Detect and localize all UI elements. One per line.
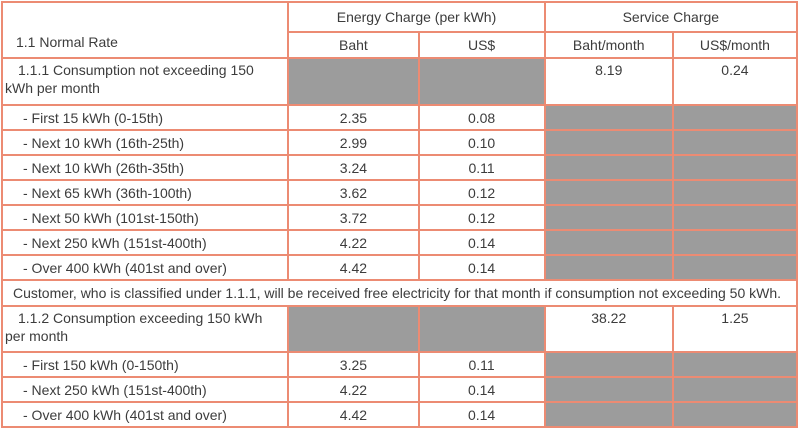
empty-cell	[543, 179, 674, 206]
empty-cell	[287, 57, 420, 106]
tier-row: - Next 10 kWh (16th-25th) 2.99 0.10	[0, 129, 799, 156]
table-title: 1.1 Normal Rate	[0, 1, 290, 59]
usd-value: 0.14	[417, 229, 546, 256]
row-label: 1.1.2 Consumption exceeding 150 kWh per …	[0, 305, 290, 353]
row-label: - Over 400 kWh (401st and over)	[0, 401, 290, 428]
row-label: - Next 10 kWh (16th-25th)	[0, 129, 290, 156]
usd-value: 0.08	[417, 104, 546, 131]
usd-month-value: 1.25	[671, 305, 799, 353]
row-label: - First 15 kWh (0-15th)	[0, 104, 290, 131]
tier-row: - Next 10 kWh (26th-35th) 3.24 0.11	[0, 154, 799, 181]
empty-cell	[287, 305, 420, 353]
usd-value: 0.12	[417, 179, 546, 206]
col-header-usd: US$	[417, 31, 546, 59]
row-label: - Next 250 kWh (151st-400th)	[0, 376, 290, 403]
tier-row: - Next 250 kWh (151st-400th) 4.22 0.14	[0, 229, 799, 256]
tier-row: - Over 400 kWh (401st and over) 4.42 0.1…	[0, 254, 799, 281]
usd-value: 0.14	[417, 376, 546, 403]
empty-cell	[543, 104, 674, 131]
usd-value: 0.14	[417, 401, 546, 428]
empty-cell	[671, 401, 799, 428]
empty-cell	[543, 254, 674, 281]
header-columns-row: Baht US$ Baht/month US$/month	[2, 31, 799, 59]
col-header-baht-month: Baht/month	[543, 31, 674, 59]
row-label: - Next 250 kWh (151st-400th)	[0, 229, 290, 256]
usd-value: 0.14	[417, 254, 546, 281]
baht-value: 4.22	[287, 376, 420, 403]
row-label: - Over 400 kWh (401st and over)	[0, 254, 290, 281]
baht-value: 2.35	[287, 104, 420, 131]
empty-cell	[671, 104, 799, 131]
empty-cell	[543, 204, 674, 231]
baht-value: 3.25	[287, 351, 420, 378]
baht-value: 3.72	[287, 204, 420, 231]
tier-row: - Next 65 kWh (36th-100th) 3.62 0.12	[0, 179, 799, 206]
tier-row: - Over 400 kWh (401st and over) 4.42 0.1…	[0, 401, 799, 428]
empty-cell	[543, 129, 674, 156]
empty-cell	[671, 351, 799, 378]
usd-month-value: 0.24	[671, 57, 799, 106]
row-label: - Next 65 kWh (36th-100th)	[0, 179, 290, 206]
tier-row: - First 15 kWh (0-15th) 2.35 0.08	[0, 104, 799, 131]
empty-cell	[543, 376, 674, 403]
group-header-energy-charge: Energy Charge (per kWh)	[287, 1, 546, 33]
usd-value: 0.11	[417, 351, 546, 378]
usd-value: 0.12	[417, 204, 546, 231]
baht-month-value: 38.22	[543, 305, 674, 353]
tier-row: - Next 250 kWh (151st-400th) 4.22 0.14	[0, 376, 799, 403]
empty-cell	[671, 229, 799, 256]
empty-cell	[671, 129, 799, 156]
empty-cell	[543, 229, 674, 256]
row-label: - First 150 kWh (0-150th)	[0, 351, 290, 378]
section-row-112: 1.1.2 Consumption exceeding 150 kWh per …	[0, 305, 799, 353]
baht-value: 3.62	[287, 179, 420, 206]
empty-cell	[417, 305, 546, 353]
tier-row: - Next 50 kWh (101st-150th) 3.72 0.12	[0, 204, 799, 231]
tier-row: - First 150 kWh (0-150th) 3.25 0.11	[0, 351, 799, 378]
row-label: - Next 10 kWh (26th-35th)	[0, 154, 290, 181]
free-electricity-note: Customer, who is classified under 1.1.1,…	[1, 279, 798, 307]
col-header-usd-month: US$/month	[671, 31, 799, 59]
group-header-service-charge: Service Charge	[543, 1, 799, 33]
empty-cell	[671, 154, 799, 181]
empty-cell	[671, 179, 799, 206]
col-header-baht: Baht	[287, 31, 420, 59]
section-row-111: 1.1.1 Consumption not exceeding 150 kWh …	[0, 57, 799, 106]
baht-value: 4.42	[287, 401, 420, 428]
row-label: - Next 50 kWh (101st-150th)	[0, 204, 290, 231]
baht-value: 4.42	[287, 254, 420, 281]
note-row: Customer, who is classified under 1.1.1,…	[1, 279, 798, 307]
baht-month-value: 8.19	[543, 57, 674, 106]
empty-cell	[417, 57, 546, 106]
usd-value: 0.10	[417, 129, 546, 156]
header-group-row: 1.1 Normal Rate Energy Charge (per kWh) …	[0, 1, 799, 59]
empty-cell	[543, 154, 674, 181]
baht-value: 3.24	[287, 154, 420, 181]
empty-cell	[543, 401, 674, 428]
empty-cell	[671, 204, 799, 231]
usd-value: 0.11	[417, 154, 546, 181]
baht-value: 2.99	[287, 129, 420, 156]
baht-value: 4.22	[287, 229, 420, 256]
empty-cell	[671, 254, 799, 281]
row-label: 1.1.1 Consumption not exceeding 150 kWh …	[0, 57, 290, 106]
empty-cell	[671, 376, 799, 403]
empty-cell	[543, 351, 674, 378]
